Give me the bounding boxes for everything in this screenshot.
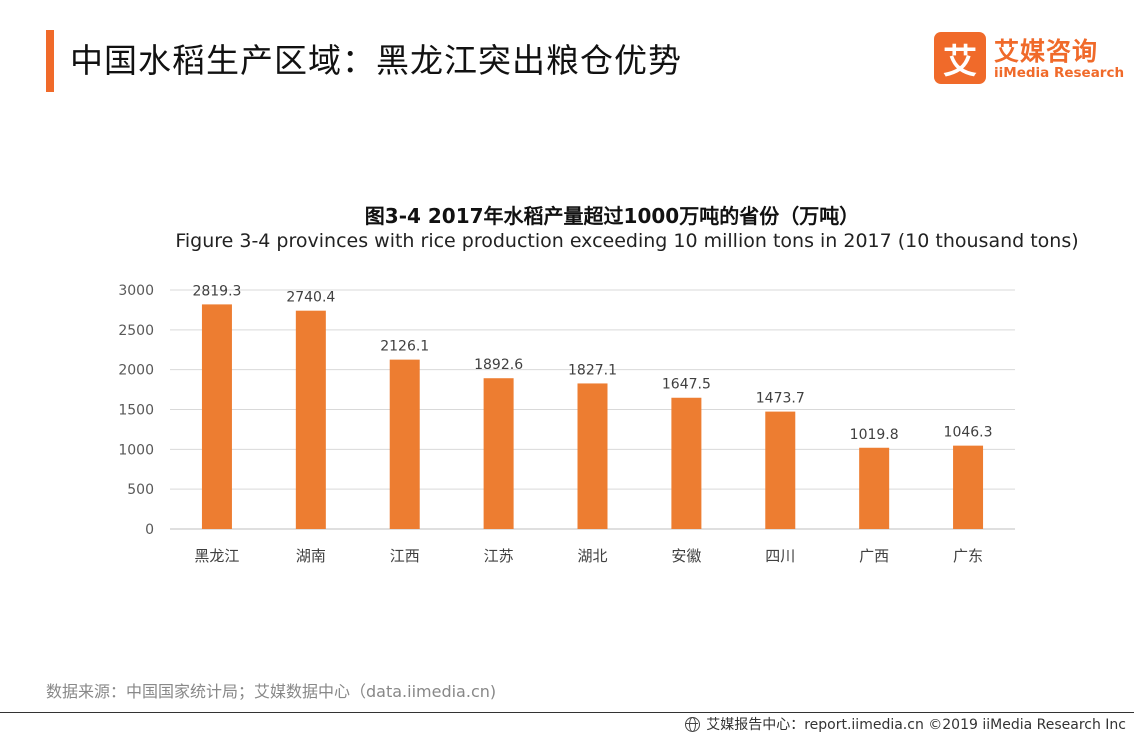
bar <box>295 310 326 529</box>
footer-text: 艾媒报告中心：report.iimedia.cn ©2019 iiMedia R… <box>706 717 1126 733</box>
data-label: 1046.3 <box>944 425 993 441</box>
source-note: 数据来源：中国国家统计局；艾媒数据中心（data.iimedia.cn) <box>46 682 497 701</box>
logo: 艾 艾媒咨询 iiMedia Research <box>934 32 1124 84</box>
globe-icon <box>685 716 701 732</box>
y-tick-label: 1500 <box>118 403 154 419</box>
logo-mark: 艾 <box>934 32 986 84</box>
page-title: 中国水稻生产区域：黑龙江突出粮仓优势 <box>70 41 682 80</box>
bar <box>671 397 702 529</box>
bar <box>953 445 984 529</box>
y-tick-label: 2000 <box>118 363 154 379</box>
x-tick-label: 湖南 <box>296 547 326 565</box>
y-tick-label: 500 <box>127 482 154 498</box>
y-tick-label: 1000 <box>118 442 154 458</box>
data-label: 1473.7 <box>756 391 805 407</box>
x-tick-label: 江苏 <box>484 547 514 565</box>
bar <box>577 383 608 529</box>
bar <box>765 411 796 529</box>
y-tick-label: 0 <box>145 522 154 538</box>
x-tick-label: 黑龙江 <box>194 547 239 565</box>
title-accent-bar <box>46 30 54 92</box>
x-tick-label: 广东 <box>953 547 983 565</box>
bar <box>389 359 420 529</box>
data-label: 1019.8 <box>850 427 899 443</box>
footer: 艾媒报告中心：report.iimedia.cn ©2019 iiMedia R… <box>685 714 1126 734</box>
x-tick-label: 湖北 <box>577 547 607 565</box>
bar <box>201 304 232 529</box>
chart-title: 图3-4 2017年水稻产量超过1000万吨的省份（万吨） <box>364 204 860 228</box>
chart-subtitle: Figure 3-4 provinces with rice productio… <box>175 230 1079 252</box>
bar <box>859 447 890 529</box>
data-label: 2819.3 <box>192 283 241 299</box>
data-label: 1827.1 <box>568 362 617 378</box>
x-tick-label: 四川 <box>765 547 795 565</box>
data-label: 2740.4 <box>286 290 335 306</box>
data-label: 1892.6 <box>474 357 523 373</box>
footer-divider <box>0 712 1134 713</box>
data-label: 1647.5 <box>662 377 711 393</box>
bar <box>483 378 514 529</box>
logo-name-en: iiMedia Research <box>994 65 1125 81</box>
y-tick-label: 3000 <box>118 283 154 299</box>
x-tick-label: 江西 <box>390 547 420 565</box>
logo-name-cn: 艾媒咨询 <box>994 37 1099 66</box>
x-tick-label: 安徽 <box>671 547 701 565</box>
data-label: 2126.1 <box>380 339 429 355</box>
y-tick-label: 2500 <box>118 323 154 339</box>
x-tick-label: 广西 <box>859 547 889 565</box>
